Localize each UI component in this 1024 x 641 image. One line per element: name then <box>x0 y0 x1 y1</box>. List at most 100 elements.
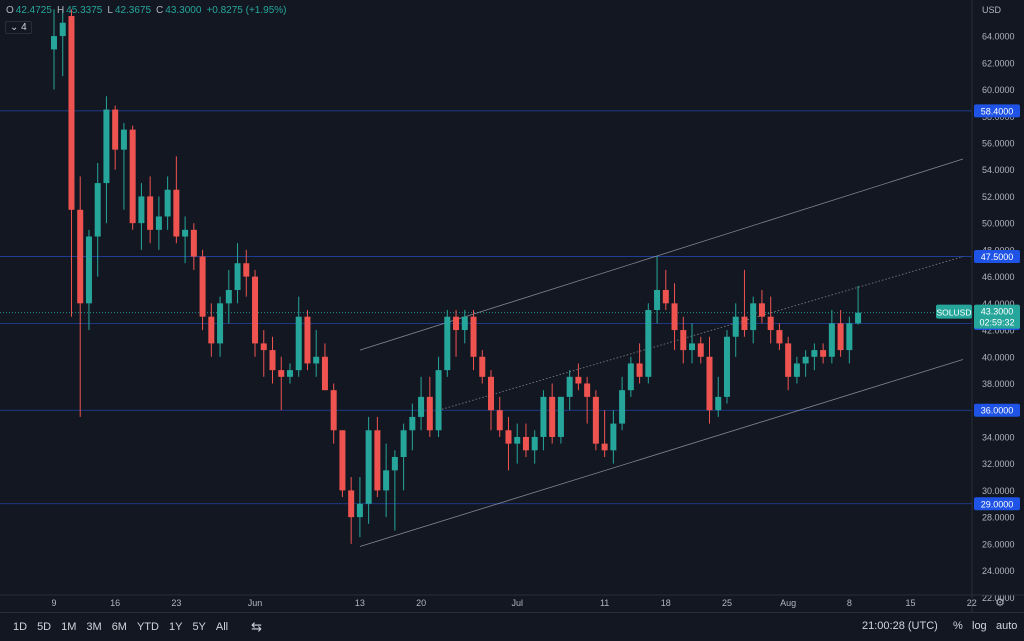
candle-body[interactable] <box>592 396 599 444</box>
candle-body[interactable] <box>758 303 765 317</box>
utc-clock[interactable]: 21:00:28 (UTC) <box>862 620 938 632</box>
candle-body[interactable] <box>689 343 696 351</box>
channel-trendline[interactable] <box>359 158 964 351</box>
candle-body[interactable] <box>112 109 119 150</box>
candle-body[interactable] <box>706 356 713 411</box>
candle-body[interactable] <box>59 22 66 37</box>
candle-body[interactable] <box>767 316 774 331</box>
candle-body[interactable] <box>811 350 818 357</box>
candle-body[interactable] <box>182 229 189 237</box>
candle-body[interactable] <box>601 443 608 451</box>
candle-body[interactable] <box>750 303 757 331</box>
candle-body[interactable] <box>374 430 381 491</box>
candle-body[interactable] <box>51 36 57 50</box>
candle-body[interactable] <box>820 350 827 357</box>
candle-body[interactable] <box>94 183 101 237</box>
candle-body[interactable] <box>418 396 425 417</box>
candle-body[interactable] <box>654 289 661 311</box>
trendlines-layer[interactable] <box>359 158 964 547</box>
channel-trendline[interactable] <box>359 359 964 547</box>
candle-body[interactable] <box>575 376 582 384</box>
candle-body[interactable] <box>199 256 206 317</box>
timeframe-1m[interactable]: 1M <box>61 621 77 633</box>
candle-body[interactable] <box>479 356 486 377</box>
candle-body[interactable] <box>173 189 180 237</box>
candle-body[interactable] <box>855 312 862 324</box>
candle-body[interactable] <box>85 236 92 304</box>
candle-body[interactable] <box>313 356 320 364</box>
candle-body[interactable] <box>225 289 232 304</box>
candle-body[interactable] <box>619 390 626 424</box>
candle-body[interactable] <box>400 430 407 457</box>
candle-body[interactable] <box>435 370 442 431</box>
candle-body[interactable] <box>723 336 730 397</box>
candlestick-chart[interactable]: USD 22.0000 24.0000 26.0000 28.0000 30.0000 32… <box>0 0 1024 612</box>
candle-body[interactable] <box>470 316 477 357</box>
candle-body[interactable] <box>837 323 844 351</box>
candle-body[interactable] <box>295 316 302 371</box>
candle-body[interactable] <box>802 356 809 364</box>
candle-body[interactable] <box>339 430 346 491</box>
candle-body[interactable] <box>321 356 328 391</box>
candle-body[interactable] <box>304 316 311 364</box>
candle-body[interactable] <box>68 16 75 210</box>
candle-body[interactable] <box>391 456 398 471</box>
candle-body[interactable] <box>496 410 503 431</box>
candle-body[interactable] <box>120 129 127 150</box>
candle-body[interactable] <box>164 189 171 217</box>
calendar-range-icon[interactable]: ⇆ <box>251 619 263 634</box>
candle-body[interactable] <box>252 276 259 344</box>
timeframe-3m[interactable]: 3M <box>86 621 102 633</box>
candle-body[interactable] <box>260 343 267 351</box>
candle-body[interactable] <box>103 109 110 184</box>
candle-body[interactable] <box>531 436 538 451</box>
candle-body[interactable] <box>680 330 687 351</box>
candle-body[interactable] <box>627 363 634 391</box>
candle-body[interactable] <box>190 229 197 257</box>
candle-body[interactable] <box>793 363 800 377</box>
candle-body[interactable] <box>243 263 250 277</box>
candle-body[interactable] <box>348 490 355 518</box>
indicator-toggle[interactable]: ⌄ 4 <box>5 21 32 34</box>
candle-body[interactable] <box>444 316 451 371</box>
candle-body[interactable] <box>147 196 154 230</box>
timeframe-1d[interactable]: 1D <box>13 621 28 633</box>
candle-body[interactable] <box>286 370 293 377</box>
candle-body[interactable] <box>636 363 643 377</box>
timeframe-5y[interactable]: 5Y <box>192 621 206 633</box>
timeframe-all[interactable]: All <box>215 621 229 633</box>
candle-body[interactable] <box>129 129 136 224</box>
candle-body[interactable] <box>77 209 84 304</box>
candle-body[interactable] <box>671 303 678 331</box>
candle-body[interactable] <box>645 310 652 377</box>
candle-body[interactable] <box>610 423 617 451</box>
candle-body[interactable] <box>557 396 564 437</box>
candle-body[interactable] <box>514 436 521 444</box>
candle-body[interactable] <box>776 330 783 344</box>
timeframe-6m[interactable]: 6M <box>111 621 127 633</box>
dotted-trendline[interactable] <box>438 256 964 411</box>
candle-body[interactable] <box>828 323 835 357</box>
candles-layer[interactable] <box>51 9 862 544</box>
candle-body[interactable] <box>278 370 285 377</box>
gear-icon[interactable]: ⚙ <box>995 597 1005 609</box>
candle-body[interactable] <box>662 289 669 304</box>
candle-body[interactable] <box>732 316 739 337</box>
candle-body[interactable] <box>138 196 145 224</box>
candle-body[interactable] <box>356 503 363 518</box>
candle-body[interactable] <box>365 430 372 504</box>
candle-body[interactable] <box>426 396 433 431</box>
candle-body[interactable] <box>549 396 556 437</box>
timeframe-1y[interactable]: 1Y <box>168 621 183 633</box>
candle-body[interactable] <box>453 316 460 331</box>
horizontal-lines-layer[interactable] <box>0 110 972 505</box>
candle-body[interactable] <box>208 316 215 344</box>
candle-body[interactable] <box>522 436 529 451</box>
candle-body[interactable] <box>234 263 241 290</box>
candle-body[interactable] <box>540 396 547 437</box>
candle-body[interactable] <box>566 376 573 397</box>
candle-body[interactable] <box>155 216 162 230</box>
time-axis[interactable]: 9 16 23 Jun 13 20 Jul 11 18 25 Aug 8 15 22 ⚙ <box>0 594 1024 609</box>
candle-body[interactable] <box>217 303 224 344</box>
